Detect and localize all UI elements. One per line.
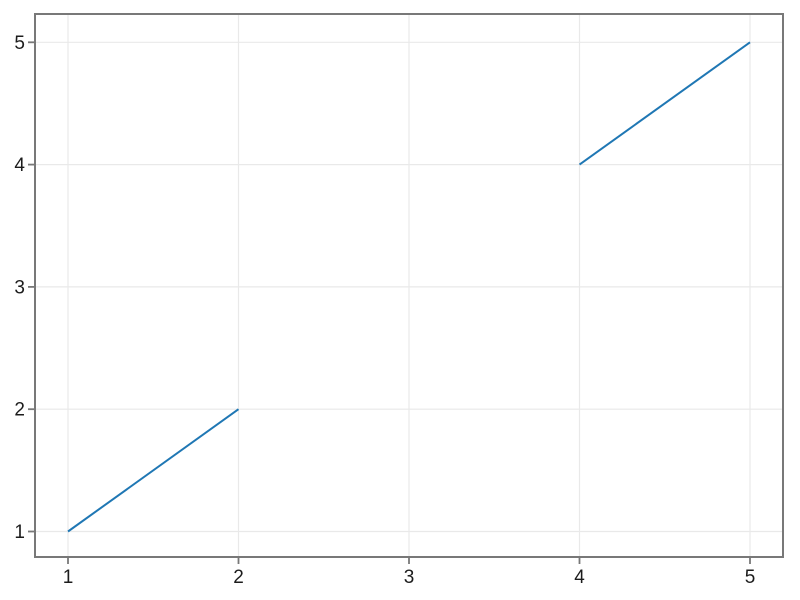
data-line-segment: [578, 41, 751, 166]
y-tick-label: 2: [14, 400, 25, 421]
y-tick-label: 3: [14, 277, 25, 298]
y-tick-label: 1: [14, 522, 25, 543]
axis-frame: [34, 13, 784, 558]
y-tick-label: 4: [14, 155, 25, 176]
data-line-segment: [67, 408, 240, 533]
x-tick-label: 5: [745, 567, 756, 588]
x-tick-label: 1: [63, 567, 74, 588]
x-tick-label: 4: [574, 567, 585, 588]
x-tick-label: 3: [404, 567, 415, 588]
y-tick-label: 5: [14, 33, 25, 54]
x-tick-label: 2: [233, 567, 244, 588]
